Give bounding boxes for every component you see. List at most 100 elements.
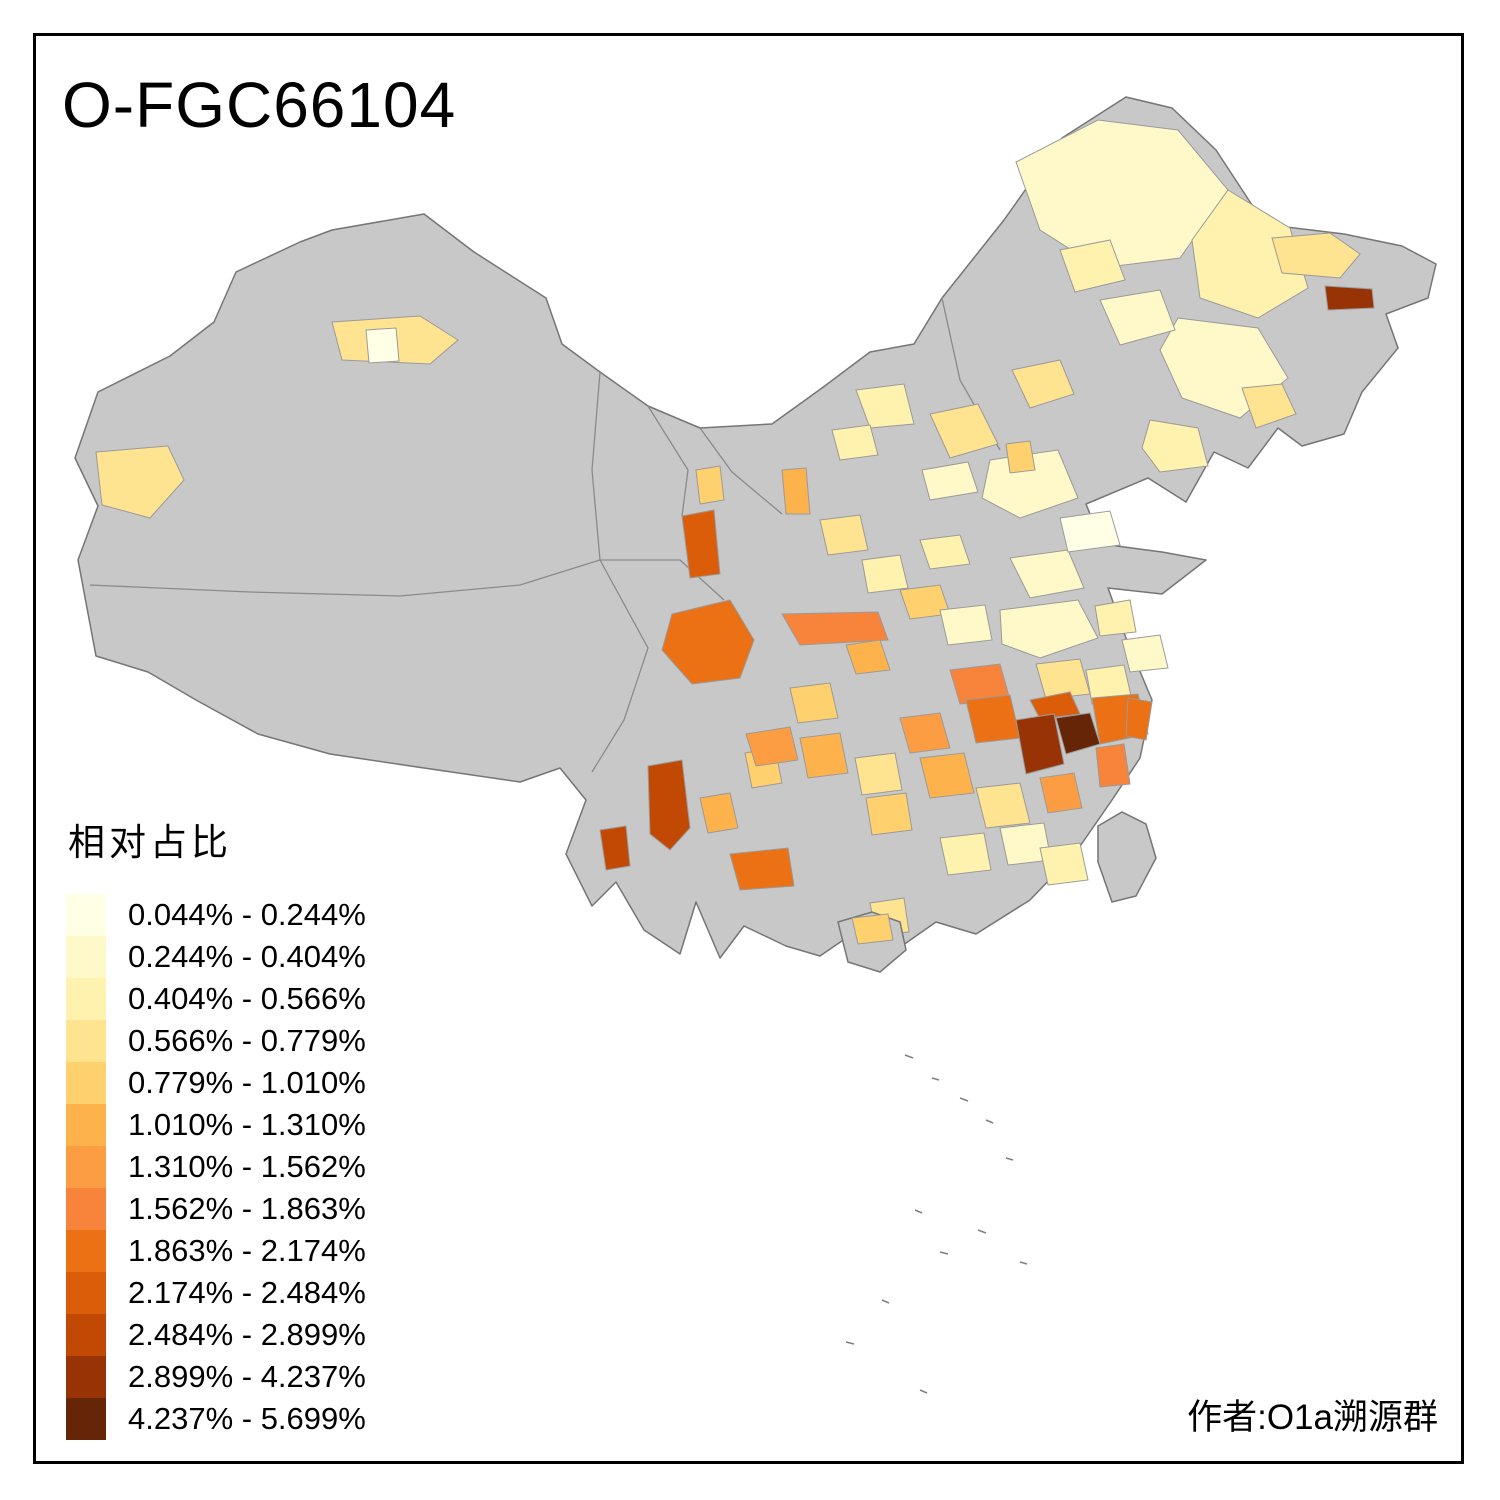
legend-label: 2.484% - 2.899% [128, 1317, 366, 1352]
legend-row: 4.237% - 5.699% [66, 1398, 366, 1440]
legend-title: 相对占比 [68, 822, 232, 863]
map-region [939, 604, 993, 646]
legend-swatch [66, 1020, 106, 1062]
map-region [699, 792, 739, 834]
map-region [661, 599, 755, 685]
map-region [1271, 232, 1361, 279]
legend-row: 0.779% - 1.010% [66, 1062, 366, 1104]
legend-label: 4.237% - 5.699% [128, 1401, 366, 1436]
map-region [1099, 289, 1176, 346]
map-region [1095, 743, 1131, 788]
map-region [1015, 713, 1065, 775]
map-region [919, 534, 971, 570]
map-region [1005, 440, 1036, 474]
legend-swatch [66, 1188, 106, 1230]
map-region [865, 792, 913, 836]
legend-swatch [66, 1356, 106, 1398]
map-region [1009, 549, 1085, 599]
legend-swatch [66, 978, 106, 1020]
map-region [681, 509, 721, 579]
legend-label: 1.863% - 2.174% [128, 1233, 366, 1268]
legend-row: 0.044% - 0.244% [66, 894, 366, 936]
legend-swatch [66, 936, 106, 978]
province-boundaries [89, 297, 1001, 773]
legend-label: 1.310% - 1.562% [128, 1149, 366, 1184]
legend-swatch [66, 1146, 106, 1188]
page-title: O-FGC66104 [62, 69, 457, 141]
map-region [921, 461, 979, 501]
map-region [845, 639, 891, 675]
legend-label: 2.899% - 4.237% [128, 1359, 366, 1394]
legend-row: 2.899% - 4.237% [66, 1356, 366, 1398]
map-region [1125, 697, 1153, 741]
map-region [729, 847, 795, 891]
legend-row: 0.404% - 0.566% [66, 978, 366, 1020]
map-region [1241, 383, 1297, 429]
map-region [1059, 510, 1121, 553]
map-region [899, 712, 951, 754]
legend-label: 2.174% - 2.484% [128, 1275, 366, 1310]
legend-label: 0.044% - 0.244% [128, 897, 366, 932]
map-region [999, 599, 1099, 659]
legend-swatch [66, 894, 106, 936]
map-region [599, 825, 631, 871]
legend-swatch [66, 1230, 106, 1272]
legend: 相对占比 0.044% - 0.244% 0.244% - 0.404% 0.404… [66, 812, 366, 1440]
map-region [851, 913, 894, 945]
map-region [981, 449, 1079, 519]
legend-swatch [66, 1272, 106, 1314]
legend-swatch [66, 1104, 106, 1146]
legend-row: 0.244% - 0.404% [66, 936, 366, 978]
map-region [1011, 359, 1075, 409]
map-region [745, 726, 799, 767]
map-region [939, 832, 992, 876]
map-region [1191, 189, 1309, 319]
map-region [1035, 658, 1091, 700]
map-region [95, 445, 185, 519]
legend-row: 0.566% - 0.779% [66, 1020, 366, 1062]
legend-label: 0.244% - 0.404% [128, 939, 366, 974]
map-region [781, 611, 889, 646]
map-region [919, 752, 975, 799]
legend-label: 0.566% - 0.779% [128, 1023, 366, 1058]
legend-row: 1.562% - 1.863% [66, 1188, 366, 1230]
legend-row: 1.863% - 2.174% [66, 1230, 366, 1272]
map-region [965, 694, 1021, 744]
map-region [799, 732, 849, 779]
map-region [647, 759, 691, 851]
legend-label: 0.404% - 0.566% [128, 981, 366, 1016]
map-region [1059, 239, 1126, 293]
legend-label: 1.010% - 1.310% [128, 1107, 366, 1142]
legend-row: 1.010% - 1.310% [66, 1104, 366, 1146]
legend-label: 1.562% - 1.863% [128, 1191, 366, 1226]
map-regions [95, 119, 1375, 936]
taiwan-island [1097, 811, 1157, 903]
map-region [1039, 772, 1083, 814]
map-region [854, 752, 903, 796]
legend-label: 0.779% - 1.010% [128, 1065, 366, 1100]
map-region [789, 682, 839, 724]
attribution-text: 作者:O1a溯源群 [1187, 1398, 1438, 1437]
map-region [365, 327, 400, 364]
map-region [861, 554, 909, 594]
legend-swatch [66, 1062, 106, 1104]
legend-row: 1.310% - 1.562% [66, 1146, 366, 1188]
legend-swatch [66, 1314, 106, 1356]
map-region [695, 465, 725, 505]
legend-row: 2.174% - 2.484% [66, 1272, 366, 1314]
legend-swatch [66, 1398, 106, 1440]
sea-islands [845, 1054, 1028, 1394]
map-region [1141, 419, 1209, 473]
map-region [819, 514, 869, 556]
map-region [1094, 599, 1137, 637]
map-region [929, 403, 999, 459]
map-region [1324, 285, 1375, 311]
map-region [781, 467, 811, 515]
map-region [975, 782, 1031, 829]
map-region [831, 424, 879, 461]
map-region [1039, 842, 1089, 886]
map-region [855, 383, 915, 429]
map-region [1121, 634, 1169, 673]
